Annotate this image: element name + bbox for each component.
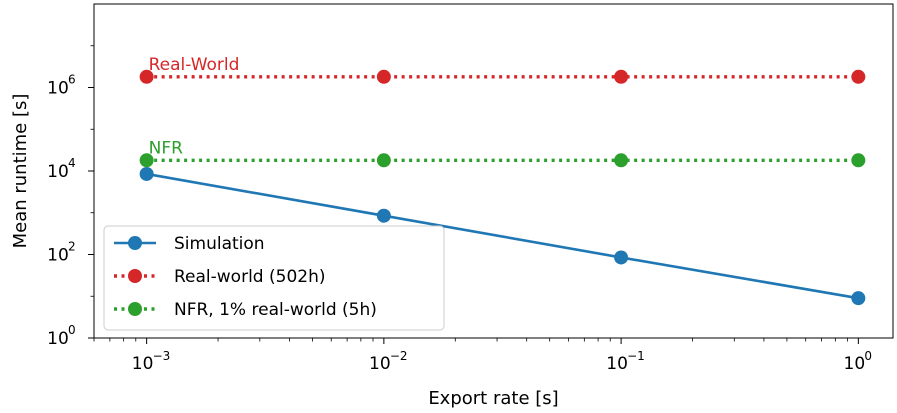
y-tick-exponent: 6 bbox=[68, 73, 76, 87]
annotation-label: Real-World bbox=[149, 55, 240, 75]
data-point bbox=[139, 153, 154, 168]
y-tick-label: 10 bbox=[47, 162, 69, 182]
data-point bbox=[851, 69, 866, 84]
y-tick-exponent: 4 bbox=[68, 156, 76, 170]
annotation-layer: Real-World NFR bbox=[149, 55, 240, 159]
series-layer bbox=[139, 69, 866, 306]
legend-marker bbox=[128, 269, 142, 283]
legend-entry: Simulation bbox=[114, 234, 265, 254]
data-point bbox=[614, 250, 629, 265]
legend-entry: NFR, 1% real-world (5h) bbox=[114, 300, 377, 320]
legend-label: Real-world (502h) bbox=[174, 267, 325, 287]
y-tick-exponent: 2 bbox=[68, 240, 76, 254]
series-1 bbox=[139, 69, 866, 84]
data-point bbox=[851, 153, 866, 168]
data-point bbox=[614, 69, 629, 84]
y-tick-label: 10 bbox=[47, 79, 69, 99]
y-tick-label: 10 bbox=[47, 246, 69, 266]
data-point bbox=[376, 208, 391, 223]
y-axis-label: Mean runtime [s] bbox=[10, 94, 31, 249]
series-line bbox=[146, 172, 859, 300]
legend-label: Simulation bbox=[174, 234, 265, 254]
legend-entry: Real-world (502h) bbox=[114, 267, 325, 287]
tick-labels: 10 −3 10 −2 10 −1 10 010 010 210 410 6 bbox=[47, 73, 872, 375]
data-point bbox=[614, 153, 629, 168]
y-tick-label: 10 bbox=[47, 329, 69, 349]
y-tick-exponent: 0 bbox=[68, 323, 76, 337]
legend-marker bbox=[128, 236, 142, 250]
x-tick-exponent: 0 bbox=[864, 349, 872, 363]
series-0 bbox=[139, 166, 866, 306]
data-point bbox=[851, 291, 866, 306]
legend-marker bbox=[128, 302, 142, 316]
x-tick-label: 10 bbox=[606, 354, 628, 374]
data-point bbox=[139, 69, 154, 84]
x-tick-exponent: −2 bbox=[390, 349, 408, 363]
major-ticks bbox=[88, 87, 859, 344]
data-point bbox=[139, 166, 154, 181]
legend-label: NFR, 1% real-world (5h) bbox=[174, 300, 377, 320]
x-tick-exponent: −1 bbox=[627, 349, 645, 363]
annotation-label: NFR bbox=[149, 138, 183, 158]
x-axis-label: Export rate [s] bbox=[428, 388, 558, 409]
x-tick-label: 10 bbox=[369, 354, 391, 374]
data-point bbox=[376, 69, 391, 84]
minor-ticks bbox=[90, 45, 848, 342]
data-point bbox=[376, 153, 391, 168]
x-tick-exponent: −3 bbox=[153, 349, 171, 363]
x-tick-label: 10 bbox=[844, 354, 866, 374]
legend: Simulation Real-world (502h) NFR, 1% real-… bbox=[103, 225, 445, 331]
legend-box bbox=[103, 225, 445, 331]
series-2 bbox=[139, 153, 866, 168]
x-tick-label: 10 bbox=[132, 354, 154, 374]
